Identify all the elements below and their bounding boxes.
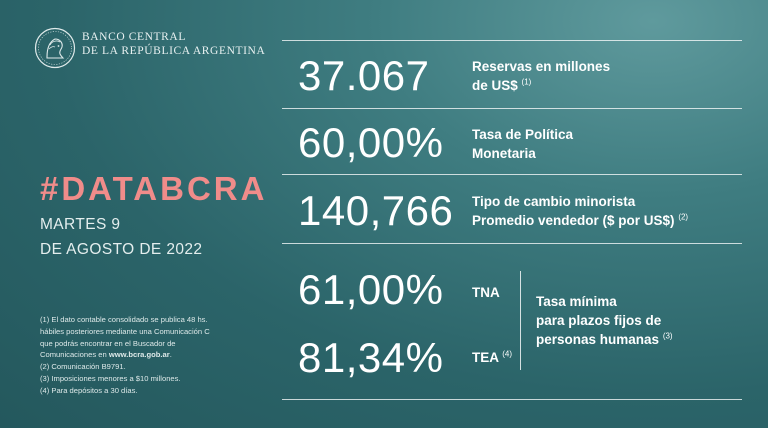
deposits-desc-line1: Tasa mínima [536, 294, 617, 309]
divider-2 [282, 174, 742, 175]
footnote-1-line4-pre: Comunicaciones en [40, 350, 109, 360]
tea-note-ref: (4) [502, 349, 513, 359]
exchange-rate-label: Tipo de cambio minorista Promedio vended… [472, 192, 688, 230]
deposits-note-ref: (3) [662, 331, 673, 341]
tna-value: 61,00% [298, 266, 444, 313]
tna-label: TNA [472, 285, 500, 300]
reserves-note-ref: (1) [521, 77, 532, 87]
divider-top [282, 40, 742, 41]
policy-rate-label: Tasa de Política Monetaria [472, 125, 573, 163]
footnote-1-line2: hábiles posteriores mediante una Comunic… [40, 326, 210, 336]
publication-date: MARTES 9 DE AGOSTO DE 2022 [40, 212, 202, 262]
tea-value: 81,34% [298, 334, 444, 381]
bank-name-line1: BANCO CENTRAL [82, 31, 186, 43]
footnote-3: (3) Imposiciones menores a $10 millones. [40, 373, 181, 383]
footnote-4: (4) Para depósitos a 30 días. [40, 385, 138, 395]
bcra-website-link[interactable]: www.bcra.gob.ar [108, 350, 170, 360]
divider-3 [282, 243, 742, 244]
bcra-seal-icon [34, 27, 76, 69]
footnote-1-line4-post: . [169, 350, 172, 360]
footnote-1-line4: Comunicaciones en www.bcra.gob.ar. [40, 349, 272, 361]
footnotes: (1) El dato contable consolidado se publ… [40, 314, 272, 397]
bank-name: BANCO CENTRAL DE LA REPÚBLICA ARGENTINA [82, 30, 265, 58]
reserves-label-unit: de US$ [472, 78, 518, 93]
reserves-label-line1: Reservas en millones [472, 59, 611, 74]
reserves-label-line2: de US$ (1) [472, 76, 610, 95]
policy-rate-label-line2: Monetaria [472, 146, 536, 161]
bank-name-line2: DE LA REPÚBLICA ARGENTINA [82, 45, 266, 57]
footnote-1-line1: (1) El dato contable consolidado se publ… [40, 315, 208, 324]
exchange-rate-label-line2: Promedio vendedor ($ por US$) (2) [472, 211, 688, 230]
divider-bottom [282, 399, 742, 400]
deposits-desc-line3: personas humanas (3) [536, 330, 673, 349]
date-line2: DE AGOSTO DE 2022 [40, 241, 203, 258]
exchange-rate-label-text: Promedio vendedor ($ por US$) [472, 213, 675, 228]
deposits-divider [520, 271, 521, 370]
date-line1: MARTES 9 [40, 216, 121, 233]
hashtag-title: #DATABCRA [40, 170, 268, 207]
exchange-rate-note-ref: (2) [678, 212, 689, 222]
divider-1 [282, 108, 742, 109]
deposits-description: Tasa mínima para plazos fijos de persona… [536, 292, 673, 349]
exchange-rate-value: 140,766 [298, 187, 454, 234]
footnote-2: (2) Comunicación B9791. [40, 362, 126, 372]
reserves-value: 37.067 [298, 52, 430, 99]
exchange-rate-label-line1: Tipo de cambio minorista [472, 194, 636, 209]
reserves-label: Reservas en millones de US$ (1) [472, 57, 610, 95]
tea-label-text: TEA [472, 350, 499, 365]
policy-rate-label-line1: Tasa de Política [472, 127, 574, 142]
deposits-desc-line2: para plazos fijos de [536, 313, 662, 328]
tea-label: TEA (4) [472, 348, 512, 367]
footnote-1-line3: que podrás encontrar en el Buscador de [40, 338, 176, 348]
policy-rate-value: 60,00% [298, 119, 444, 166]
deposits-desc-line3-text: personas humanas [536, 332, 660, 347]
